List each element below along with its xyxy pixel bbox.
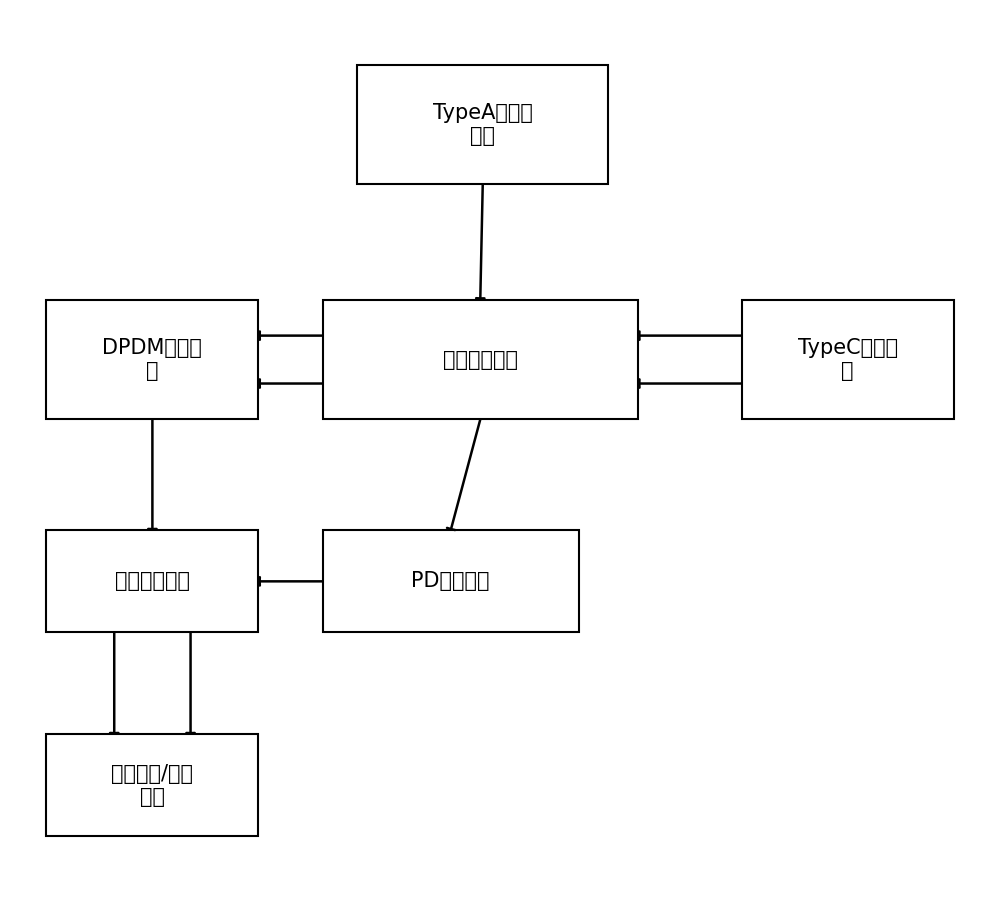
FancyBboxPatch shape [742, 300, 954, 420]
FancyBboxPatch shape [46, 300, 258, 420]
FancyBboxPatch shape [46, 531, 258, 633]
FancyBboxPatch shape [322, 300, 638, 420]
FancyBboxPatch shape [322, 531, 579, 633]
FancyBboxPatch shape [46, 734, 258, 836]
Text: DPDM协议装
置: DPDM协议装 置 [102, 338, 202, 381]
Text: 充电装置/升压
装置: 充电装置/升压 装置 [111, 764, 193, 807]
Text: TypeA口检测
装置: TypeA口检测 装置 [433, 103, 533, 146]
FancyBboxPatch shape [357, 65, 608, 185]
Text: TypeC协议装
置: TypeC协议装 置 [798, 338, 898, 381]
Text: PD协议装置: PD协议装置 [411, 571, 490, 591]
Text: 电源控制装置: 电源控制装置 [115, 571, 190, 591]
Text: 场景控制装置: 场景控制装置 [443, 350, 518, 369]
